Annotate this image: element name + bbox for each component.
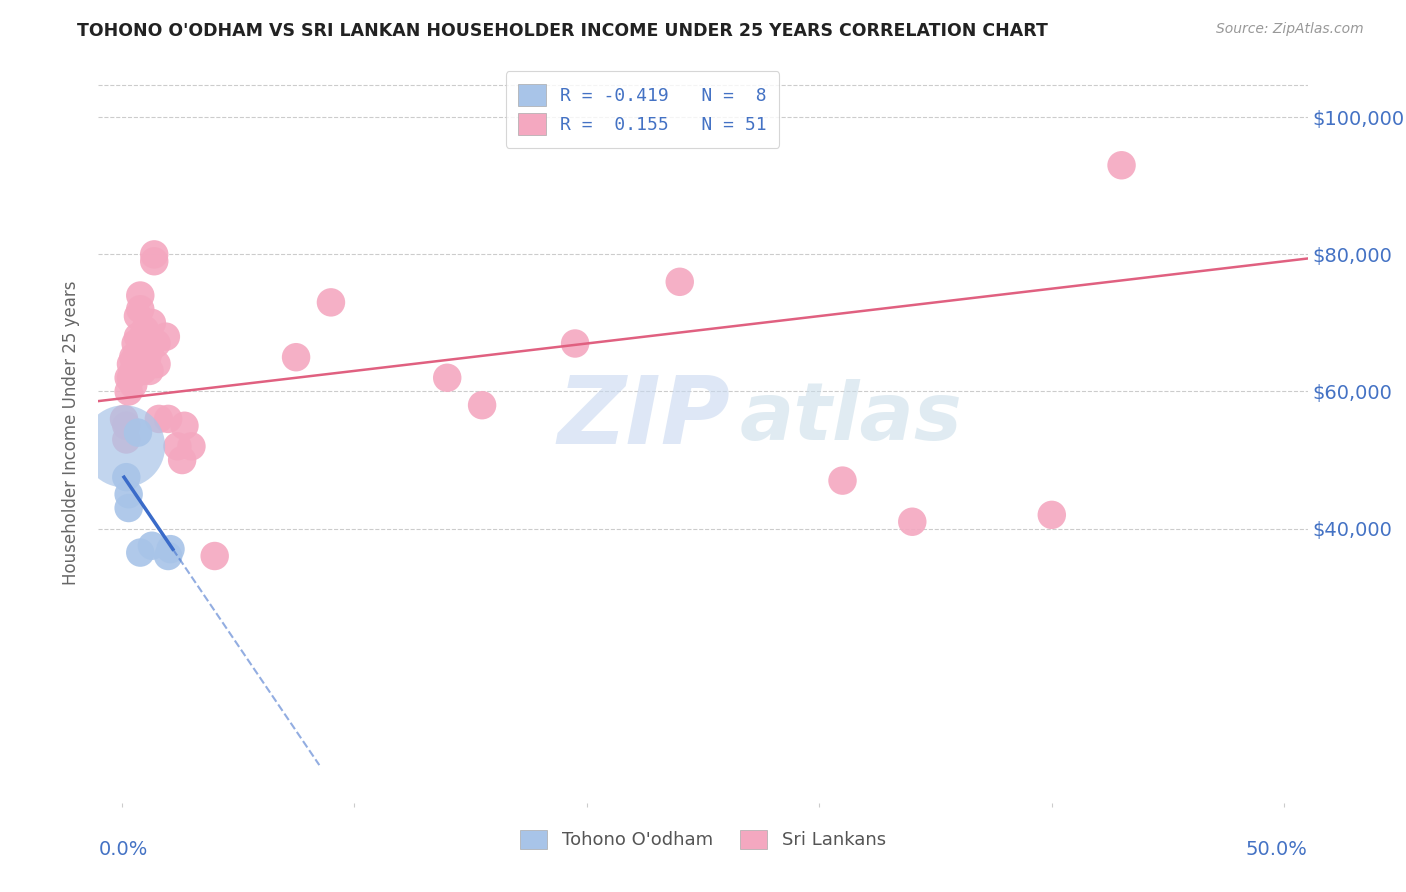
Legend: Tohono O'odham, Sri Lankans: Tohono O'odham, Sri Lankans [513,822,893,856]
Point [122,377,145,392]
Point [131,329,153,343]
Point [129,302,152,317]
Point [138,364,160,378]
Point [127,329,149,343]
Point [120,357,142,371]
Text: TOHONO O'ODHAM VS SRI LANKAN HOUSEHOLDER INCOME UNDER 25 YEARS CORRELATION CHART: TOHONO O'ODHAM VS SRI LANKAN HOUSEHOLDER… [77,22,1049,40]
Point [172,453,194,467]
Point [129,350,152,364]
Point [668,275,690,289]
Point [112,439,135,453]
Point [471,398,494,412]
Point [118,384,141,399]
Y-axis label: Householder Income Under 25 years: Householder Income Under 25 years [62,280,80,585]
Point [124,364,146,378]
Point [141,539,163,553]
Point [145,357,167,371]
Point [1111,158,1133,172]
Point [124,350,146,364]
Point [118,487,141,501]
Point [157,549,180,563]
Point [122,350,145,364]
Text: atlas: atlas [740,379,962,457]
Point [127,350,149,364]
Point [115,433,138,447]
Point [127,309,149,323]
Point [112,412,135,426]
Point [134,323,156,337]
Point [157,412,180,426]
Point [166,439,188,453]
Point [118,371,141,385]
Point [436,371,458,385]
Point [122,364,145,378]
Point [831,474,853,488]
Point [173,418,195,433]
Text: 50.0%: 50.0% [1246,840,1308,859]
Point [564,336,586,351]
Point [127,425,149,440]
Point [143,254,166,268]
Text: Source: ZipAtlas.com: Source: ZipAtlas.com [1216,22,1364,37]
Point [148,412,170,426]
Point [115,418,138,433]
Point [131,364,153,378]
Point [901,515,924,529]
Point [138,343,160,358]
Point [129,545,152,559]
Point [1040,508,1063,522]
Point [131,350,153,364]
Point [115,470,138,484]
Point [136,350,159,364]
Text: 0.0%: 0.0% [98,840,148,859]
Point [120,371,142,385]
Point [319,295,342,310]
Point [145,336,167,351]
Point [180,439,202,453]
Point [134,336,156,351]
Point [118,501,141,516]
Point [143,247,166,261]
Point [141,316,163,330]
Text: ZIP: ZIP [558,372,731,464]
Point [204,549,226,563]
Point [136,336,159,351]
Point [124,336,146,351]
Point [129,288,152,302]
Point [155,329,177,343]
Point [159,542,181,557]
Point [285,350,308,364]
